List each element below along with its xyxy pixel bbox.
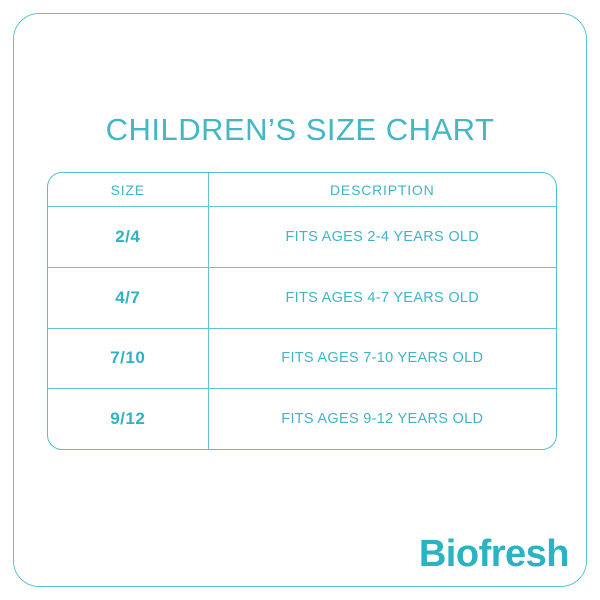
description-value: FITS AGES 9-12 YEARS OLD	[281, 411, 484, 428]
size-value: 9/12	[48, 389, 209, 449]
size-value: 4/7	[48, 267, 209, 328]
size-chart-table: SIZE DESCRIPTION 2/4 FITS AGES 2-4 YEARS…	[47, 172, 557, 450]
table-row: 4/7 FITS AGES 4-7 YEARS OLD	[48, 266, 556, 328]
table-header-row: SIZE DESCRIPTION	[48, 173, 556, 206]
description-value: FITS AGES 4-7 YEARS OLD	[285, 289, 480, 306]
column-header-description: DESCRIPTION	[330, 181, 435, 198]
table-row: 7/10 FITS AGES 7-10 YEARS OLD	[48, 327, 556, 389]
table-row: 2/4 FITS AGES 2-4 YEARS OLD	[48, 206, 556, 267]
brand-logo: Biofresh	[418, 533, 570, 575]
size-value: 7/10	[48, 328, 209, 389]
page-title: CHILDREN’S SIZE CHART	[105, 112, 495, 147]
column-header-size: SIZE	[48, 173, 209, 206]
size-value: 2/4	[48, 207, 209, 267]
description-value: FITS AGES 2-4 YEARS OLD	[285, 228, 480, 245]
table-row: 9/12 FITS AGES 9-12 YEARS OLD	[48, 388, 556, 449]
description-value: FITS AGES 7-10 YEARS OLD	[281, 350, 484, 367]
